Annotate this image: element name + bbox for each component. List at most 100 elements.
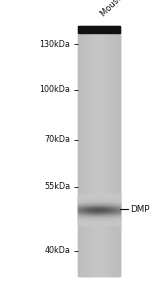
Bar [84, 220, 85, 221]
Bar [115, 217, 116, 218]
Bar [97, 206, 98, 207]
Bar [88, 194, 89, 195]
Bar [78, 223, 79, 224]
Bar [114, 208, 115, 209]
Bar [83, 209, 84, 210]
Bar [87, 195, 88, 196]
Bar [106, 216, 107, 217]
Bar [101, 214, 102, 215]
Bar [99, 208, 100, 209]
Bar [97, 216, 98, 217]
Bar [96, 218, 97, 219]
Bar [98, 221, 99, 222]
Bar [84, 202, 85, 203]
Bar [90, 224, 91, 225]
Bar [116, 203, 117, 204]
Bar [100, 207, 101, 208]
Bar [90, 201, 91, 202]
Bar [84, 199, 85, 200]
Bar [117, 202, 118, 203]
Bar [102, 224, 103, 225]
Bar [115, 211, 116, 212]
Bar [88, 204, 89, 205]
Bar [79, 201, 80, 202]
Bar [84, 203, 85, 204]
Bar [106, 205, 107, 206]
Bar [96, 213, 97, 214]
Bar [118, 194, 119, 195]
Bar [84, 223, 85, 224]
Bar [82, 206, 83, 207]
Bar [102, 203, 103, 204]
Bar [108, 211, 109, 212]
Bar [87, 200, 88, 201]
Bar [104, 196, 105, 197]
Bar [93, 209, 94, 210]
Bar [102, 194, 103, 195]
Bar [116, 198, 117, 199]
Bar [109, 213, 110, 214]
Bar [95, 209, 96, 210]
Bar [106, 219, 107, 220]
Bar [119, 194, 120, 195]
Bar [97, 209, 98, 210]
Bar [106, 206, 107, 207]
Bar [90, 196, 91, 197]
Bar [106, 195, 107, 196]
Bar [91, 215, 92, 216]
Bar [83, 210, 84, 211]
Bar [79, 219, 80, 220]
Bar [84, 209, 85, 210]
Bar [112, 196, 113, 197]
Bar [110, 210, 111, 211]
Bar [109, 211, 110, 212]
Bar [119, 202, 120, 203]
Bar [80, 211, 81, 212]
Bar [112, 201, 113, 202]
Bar [87, 204, 88, 205]
Bar [97, 219, 98, 220]
Bar [89, 213, 90, 214]
Bar [99, 210, 100, 211]
Bar [102, 218, 103, 219]
Bar [85, 207, 86, 208]
Bar [103, 201, 104, 202]
Bar [100, 217, 101, 218]
Bar [78, 203, 79, 204]
Bar [79, 206, 80, 207]
Bar [80, 214, 81, 215]
Bar [80, 219, 81, 220]
Bar [95, 197, 96, 198]
Bar [93, 196, 94, 197]
Bar [119, 217, 120, 218]
Bar [99, 201, 100, 202]
Bar [96, 206, 97, 207]
Bar [90, 199, 91, 200]
Bar [106, 197, 107, 198]
Bar [119, 196, 120, 197]
Bar [94, 218, 95, 219]
Bar [89, 207, 90, 208]
Bar [96, 219, 97, 220]
Bar [79, 197, 80, 198]
Bar [79, 197, 80, 198]
Bar [97, 195, 98, 196]
Bar [92, 209, 93, 210]
Bar [78, 199, 79, 200]
Bar [94, 214, 95, 215]
Bar [114, 196, 115, 197]
Bar [112, 197, 113, 198]
Bar [115, 203, 116, 204]
Bar [104, 200, 105, 201]
Bar [92, 209, 93, 210]
Bar [107, 199, 108, 200]
Bar [83, 198, 84, 199]
Bar [109, 210, 110, 211]
Bar [111, 201, 112, 202]
Bar [97, 215, 98, 216]
Bar [86, 202, 87, 203]
Bar [116, 212, 117, 213]
Bar [79, 217, 80, 218]
Bar [100, 207, 101, 208]
Bar [82, 197, 83, 198]
